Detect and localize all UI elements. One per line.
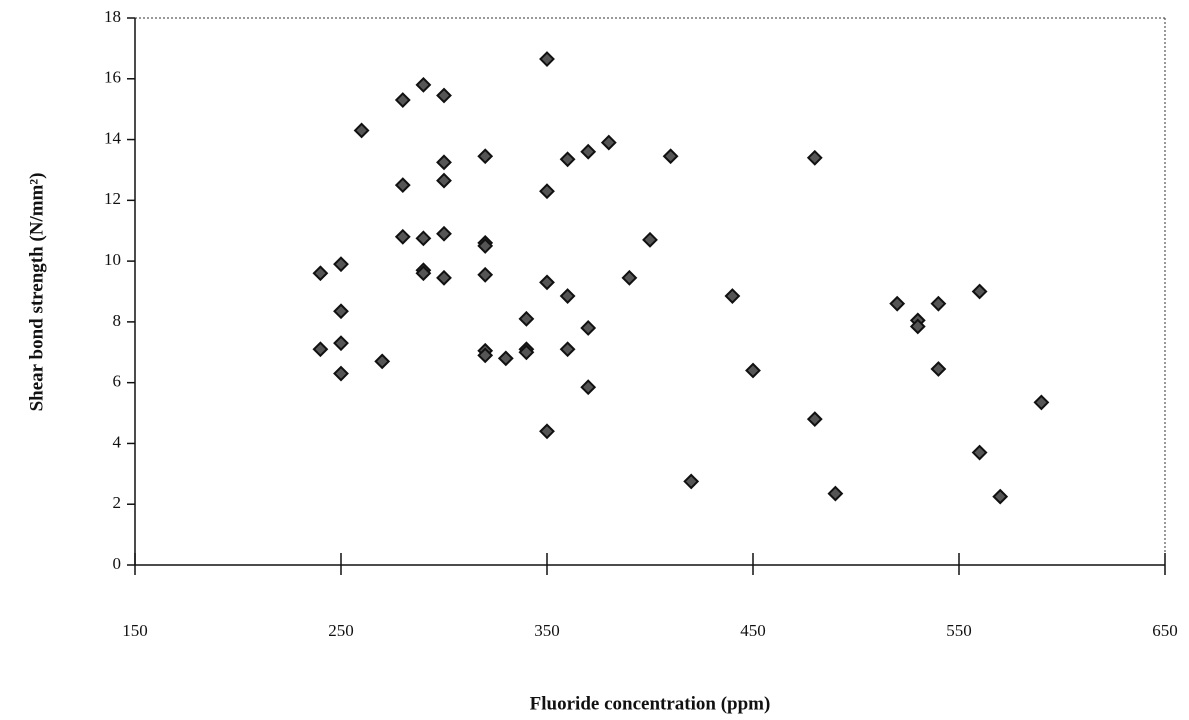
- x-tick-label: 250: [328, 621, 354, 640]
- data-point: [909, 318, 926, 335]
- data-point: [930, 295, 947, 312]
- x-tick-label: 350: [534, 621, 560, 640]
- data-point: [889, 295, 906, 312]
- data-point: [312, 265, 329, 282]
- data-point: [971, 283, 988, 300]
- data-point: [971, 444, 988, 461]
- data-point: [806, 149, 823, 166]
- x-tick-label: 550: [946, 621, 972, 640]
- data-point: [930, 361, 947, 377]
- data-point: [683, 473, 700, 490]
- data-point: [477, 238, 494, 254]
- data-point: [806, 411, 823, 428]
- x-axis-title: Fluoride concentration (ppm): [530, 693, 771, 714]
- data-point: [394, 228, 411, 245]
- data-point: [662, 148, 679, 165]
- data-point: [518, 344, 535, 361]
- data-point: [600, 134, 617, 151]
- data-point: [539, 183, 555, 200]
- data-point: [374, 353, 391, 370]
- data-point: [353, 122, 370, 139]
- data-point: [621, 269, 638, 286]
- data-point: [436, 269, 452, 286]
- data-point: [333, 256, 349, 273]
- data-point: [724, 288, 741, 304]
- data-point: [394, 177, 411, 194]
- data-point: [436, 87, 452, 104]
- data-point: [415, 230, 432, 247]
- data-point: [333, 303, 349, 320]
- y-tick-label: 4: [113, 432, 122, 451]
- data-point: [477, 148, 494, 165]
- y-tick-label: 0: [113, 554, 122, 573]
- y-tick-label: 14: [104, 128, 122, 147]
- data-point: [559, 288, 576, 304]
- y-tick-label: 12: [104, 189, 121, 208]
- data-point: [827, 485, 844, 502]
- data-point: [1033, 394, 1050, 411]
- data-point: [745, 362, 761, 379]
- data-point: [477, 347, 494, 364]
- y-tick-label: 18: [104, 7, 121, 26]
- y-tick-label: 16: [104, 68, 121, 87]
- y-tick-label: 8: [113, 311, 122, 330]
- data-point: [559, 341, 576, 358]
- data-point: [394, 92, 411, 108]
- data-point: [539, 51, 555, 67]
- data-point: [477, 266, 494, 283]
- data-point: [580, 143, 597, 160]
- y-axis-title: Shear bond strength (N/mm²): [26, 173, 47, 412]
- data-point: [559, 151, 576, 168]
- data-point: [539, 274, 555, 291]
- x-tick-label: 650: [1152, 621, 1178, 640]
- y-tick-label: 6: [113, 372, 122, 391]
- x-tick-label: 150: [122, 621, 148, 640]
- data-point: [436, 172, 452, 189]
- data-point: [580, 320, 597, 336]
- data-point: [518, 310, 535, 327]
- data-point: [415, 265, 432, 282]
- data-point: [539, 423, 555, 440]
- data-point: [436, 154, 452, 171]
- data-point: [642, 231, 658, 248]
- data-point: [333, 335, 349, 352]
- data-point: [415, 76, 432, 93]
- y-tick-label: 2: [113, 493, 122, 512]
- data-point: [436, 225, 452, 242]
- x-tick-label: 450: [740, 621, 766, 640]
- data-point: [992, 488, 1009, 505]
- y-tick-label: 10: [104, 250, 121, 269]
- data-point: [580, 379, 597, 396]
- data-point: [333, 365, 349, 382]
- data-point: [312, 341, 329, 358]
- data-point: [497, 350, 514, 367]
